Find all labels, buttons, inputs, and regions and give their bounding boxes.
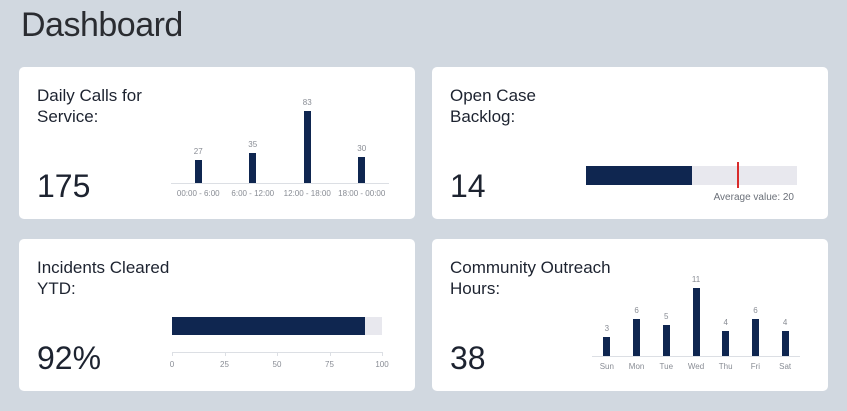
page-title: Dashboard xyxy=(21,6,183,44)
bar xyxy=(249,152,257,183)
tick-label: 50 xyxy=(272,360,282,369)
tick-mark xyxy=(224,352,226,356)
data-label: 83 xyxy=(302,98,312,107)
card-incidents-cleared: Incidents Cleared YTD: 92% 0 25 50 75 100 xyxy=(19,239,415,391)
tick-mark xyxy=(329,352,331,356)
tick-label: 25 xyxy=(220,360,229,369)
bar xyxy=(358,156,366,183)
card-value: 38 xyxy=(450,340,486,376)
tick-label: 12:00 - 18:00 xyxy=(283,189,331,198)
x-axis xyxy=(592,356,800,357)
tick-label: Tue xyxy=(659,362,674,371)
card-title: Daily Calls for Service: xyxy=(37,86,142,126)
bar xyxy=(194,159,202,183)
bar xyxy=(303,111,311,183)
data-label: 3 xyxy=(604,324,610,334)
card-title: Community Outreach Hours: xyxy=(450,258,611,298)
bar xyxy=(633,318,641,356)
tick-label: Sat xyxy=(779,362,792,371)
tick-label: Thu xyxy=(718,362,733,371)
card-value: 92% xyxy=(37,340,102,376)
bar xyxy=(692,288,700,356)
bar xyxy=(662,325,670,356)
card-value: 14 xyxy=(450,168,486,204)
bar xyxy=(722,331,730,356)
tick-mark xyxy=(172,352,173,356)
tick-label: 6:00 - 12:00 xyxy=(231,189,275,198)
data-label: 35 xyxy=(248,139,258,149)
tick-label: Mon xyxy=(628,362,645,371)
tick-label: 00:00 - 6:00 xyxy=(176,189,220,198)
data-label: 6 xyxy=(753,305,758,315)
card-daily-calls: Daily Calls for Service: 175 27 00:00 - 6… xyxy=(19,67,415,219)
average-label: Average value: 20 xyxy=(713,192,794,203)
tick-label: Fri xyxy=(750,362,761,371)
data-label: 6 xyxy=(634,305,639,315)
backlog-fill xyxy=(586,166,692,185)
tick-label: 0 xyxy=(169,360,175,369)
data-label: 27 xyxy=(193,146,203,156)
tick-label: 75 xyxy=(325,360,334,369)
data-label: 11 xyxy=(691,275,701,284)
tick-label: 100 xyxy=(375,360,389,369)
tick-label: Wed xyxy=(687,362,705,371)
data-label: 4 xyxy=(723,318,728,328)
card-title: Open Case Backlog: xyxy=(450,86,536,126)
tick-mark xyxy=(382,352,383,356)
card-open-case-backlog: Open Case Backlog: 14 Average value: 20 xyxy=(432,67,828,219)
bar xyxy=(751,318,759,356)
tick-label: 18:00 - 00:00 xyxy=(338,189,386,198)
data-label: 5 xyxy=(664,312,669,322)
tick-mark xyxy=(277,352,278,356)
bar xyxy=(603,337,611,356)
average-marker xyxy=(736,162,739,188)
data-label: 30 xyxy=(357,143,367,153)
card-value: 175 xyxy=(37,168,91,204)
data-label: 4 xyxy=(782,318,788,328)
card-community-outreach: Community Outreach Hours: 38 3 Sun 6 Mon 5 Tu… xyxy=(432,239,828,391)
tick-label: Sun xyxy=(599,362,614,371)
card-title: Incidents Cleared YTD: xyxy=(37,258,170,298)
x-axis xyxy=(171,183,389,184)
incidents-fill xyxy=(172,317,366,335)
bar xyxy=(781,331,789,356)
